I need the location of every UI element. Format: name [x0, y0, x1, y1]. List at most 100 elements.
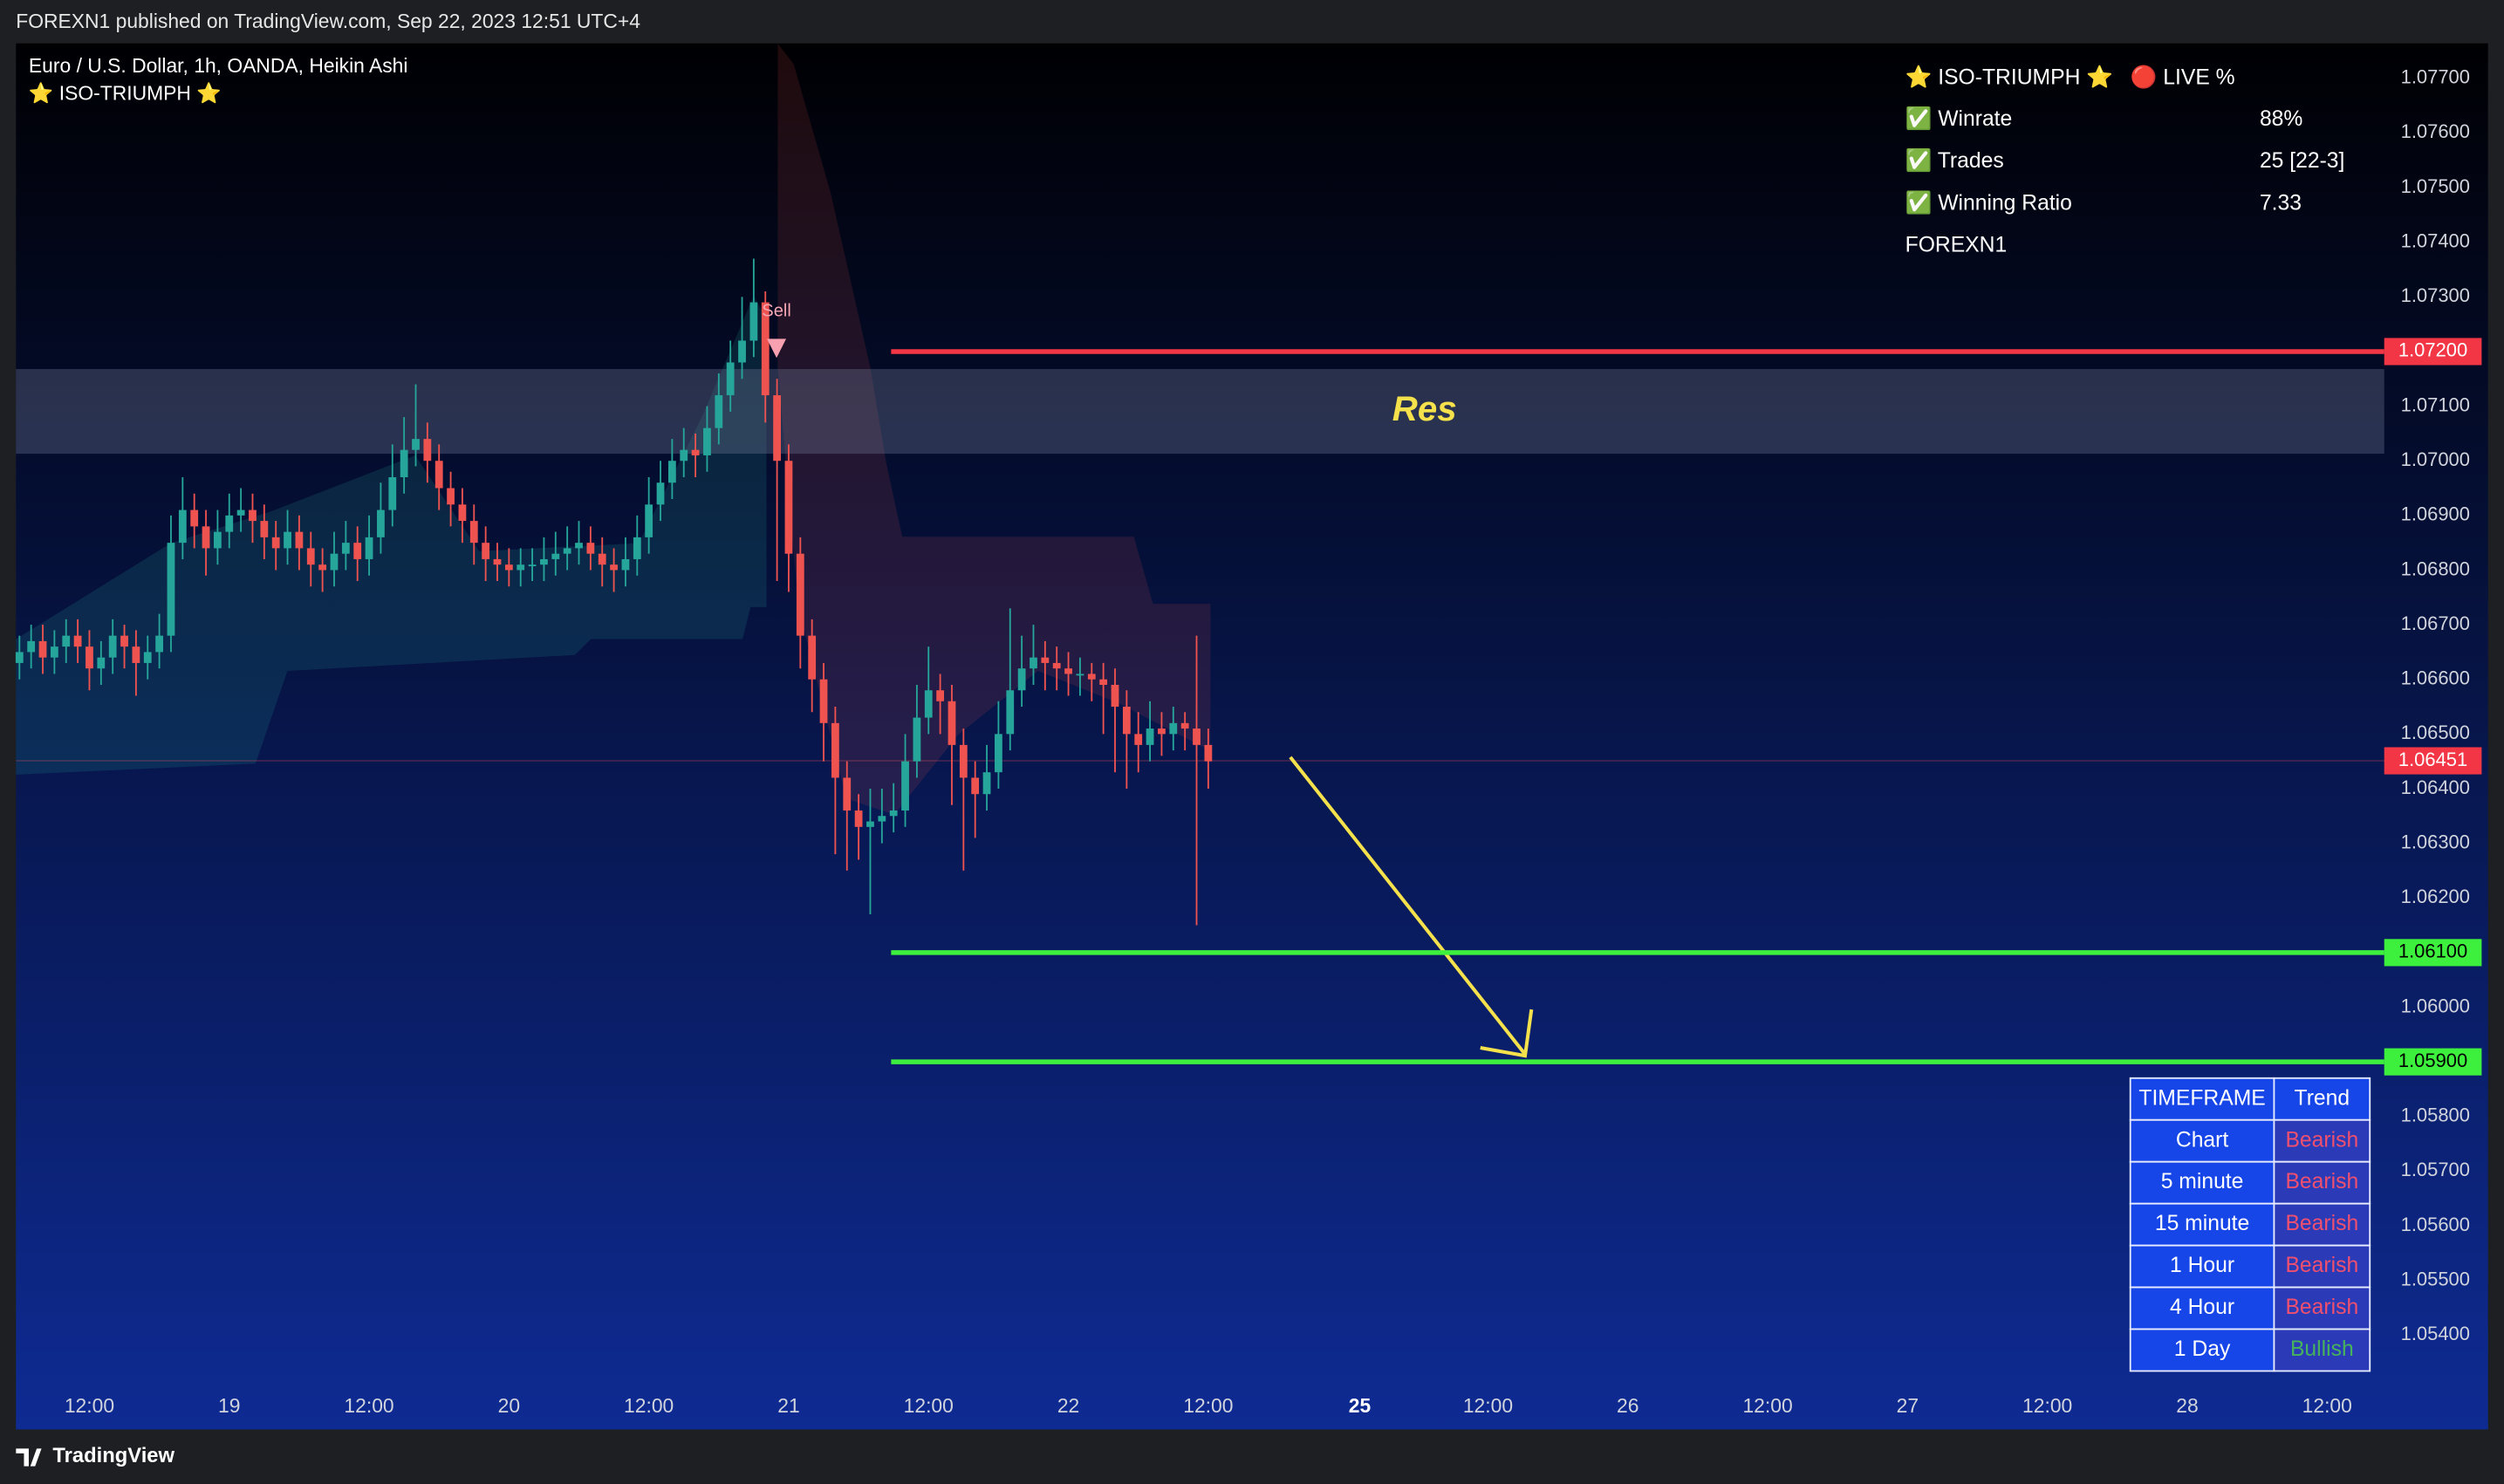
y-tick-label: 1.06300	[2401, 831, 2470, 852]
table-text: Bearish	[2285, 1296, 2358, 1319]
candle-body	[132, 646, 140, 663]
x-tick-label: 12:00	[1183, 1394, 1233, 1417]
table-cell	[2273, 1286, 2371, 1330]
y-tick-label: 1.07000	[2401, 448, 2470, 470]
table-cell	[2129, 1286, 2275, 1330]
signal-marker	[767, 339, 787, 359]
candle-body	[1169, 722, 1178, 735]
price-label-box	[2384, 939, 2482, 967]
candle-body	[469, 521, 478, 544]
candle-body	[667, 461, 676, 483]
panel-label: ✅ Winning Ratio	[1905, 189, 2072, 215]
candle-body	[1193, 728, 1201, 745]
table-text: Bearish	[2285, 1212, 2358, 1235]
candle-body	[108, 635, 117, 658]
candle-body	[236, 509, 245, 516]
footer-bar	[0, 1429, 2504, 1484]
candle-body	[633, 537, 641, 559]
candle-body	[73, 635, 82, 647]
candle-body	[1076, 674, 1084, 676]
candle-body	[493, 558, 502, 565]
candle-body	[190, 509, 199, 527]
y-tick-label: 1.06700	[2401, 612, 2470, 634]
candle-body	[120, 635, 128, 647]
candle-body	[1030, 657, 1037, 669]
table-text: Bearish	[2285, 1170, 2358, 1193]
y-tick-label: 1.07400	[2401, 229, 2470, 251]
x-tick-label: 12:00	[1463, 1394, 1513, 1417]
candle-body	[306, 548, 315, 565]
x-tick-label: 21	[777, 1394, 799, 1417]
panel-value: 25 [22-3]	[2260, 149, 2344, 173]
candle-body	[1052, 662, 1061, 669]
candle-body	[423, 439, 432, 462]
y-tick-label: 1.06600	[2401, 667, 2470, 689]
candle-body	[866, 821, 874, 827]
candle-body	[412, 439, 420, 450]
x-tick-label: 12:00	[1742, 1394, 1792, 1417]
table-text: Chart	[2176, 1128, 2229, 1152]
x-tick-label: 27	[1897, 1394, 1919, 1417]
y-tick-label: 1.05600	[2401, 1214, 2470, 1235]
candle-body	[330, 553, 339, 571]
candle-body	[365, 537, 373, 559]
candle-body	[318, 564, 327, 571]
table-cell	[2129, 1202, 2275, 1247]
table-cell	[2129, 1118, 2275, 1163]
table-text: 15 minute	[2155, 1212, 2249, 1235]
candle-body	[913, 717, 921, 762]
candle-body	[948, 701, 956, 745]
candle-body	[400, 449, 408, 477]
trend-band	[777, 43, 1211, 815]
candle-body	[249, 509, 257, 522]
table-text: TIMEFRAME	[2138, 1086, 2265, 1110]
panel-value: 88%	[2260, 107, 2302, 131]
price-label: 1.06451	[2398, 749, 2467, 770]
y-tick-label: 1.06500	[2401, 721, 2470, 743]
x-tick-label: 28	[2176, 1394, 2198, 1417]
candle-body	[784, 461, 793, 554]
x-tick-label: 26	[1617, 1394, 1639, 1417]
candle-body	[458, 504, 467, 522]
candle-body	[598, 553, 606, 565]
candle-body	[86, 646, 93, 669]
candle-body	[1158, 728, 1166, 735]
candle-body	[878, 816, 886, 822]
y-tick-label: 1.07700	[2401, 66, 2470, 88]
candle-body	[50, 646, 58, 658]
x-tick-label: 22	[1057, 1394, 1079, 1417]
table-text: Bearish	[2285, 1128, 2358, 1152]
candle-body	[214, 531, 222, 549]
candle-body	[575, 543, 583, 549]
candle-body	[924, 690, 933, 718]
candle-body	[540, 558, 548, 565]
candle-body	[680, 449, 688, 462]
candle-body	[62, 635, 71, 647]
panel-label: ✅ Trades	[1905, 147, 2004, 173]
candle-body	[715, 395, 723, 428]
price-label-box	[2384, 338, 2482, 366]
candle-body	[761, 302, 770, 396]
header: FOREXN1 published on TradingView.com, Se…	[16, 10, 640, 32]
candle-body	[271, 537, 280, 549]
y-tick-label: 1.05700	[2401, 1159, 2470, 1180]
arrow	[1289, 756, 1527, 1056]
x-tick-label: 12:00	[904, 1394, 954, 1417]
y-tick-label: 1.06400	[2401, 776, 2470, 798]
candle-body	[1041, 657, 1050, 663]
candle-body	[982, 772, 991, 795]
candle-body	[1146, 728, 1154, 745]
x-tick-label: 12:00	[344, 1394, 393, 1417]
candle-body	[38, 640, 47, 658]
table-text: 5 minute	[2161, 1170, 2244, 1193]
candle-body	[434, 461, 443, 489]
logo	[16, 1448, 42, 1467]
candle-body	[341, 543, 350, 554]
candle-body	[155, 635, 164, 653]
candle-body	[97, 657, 106, 669]
candle-body	[517, 564, 525, 571]
candle-body	[167, 543, 175, 636]
price-label: 1.06100	[2398, 940, 2467, 962]
zone-label: Res	[1392, 389, 1457, 428]
candle-body	[260, 521, 269, 537]
